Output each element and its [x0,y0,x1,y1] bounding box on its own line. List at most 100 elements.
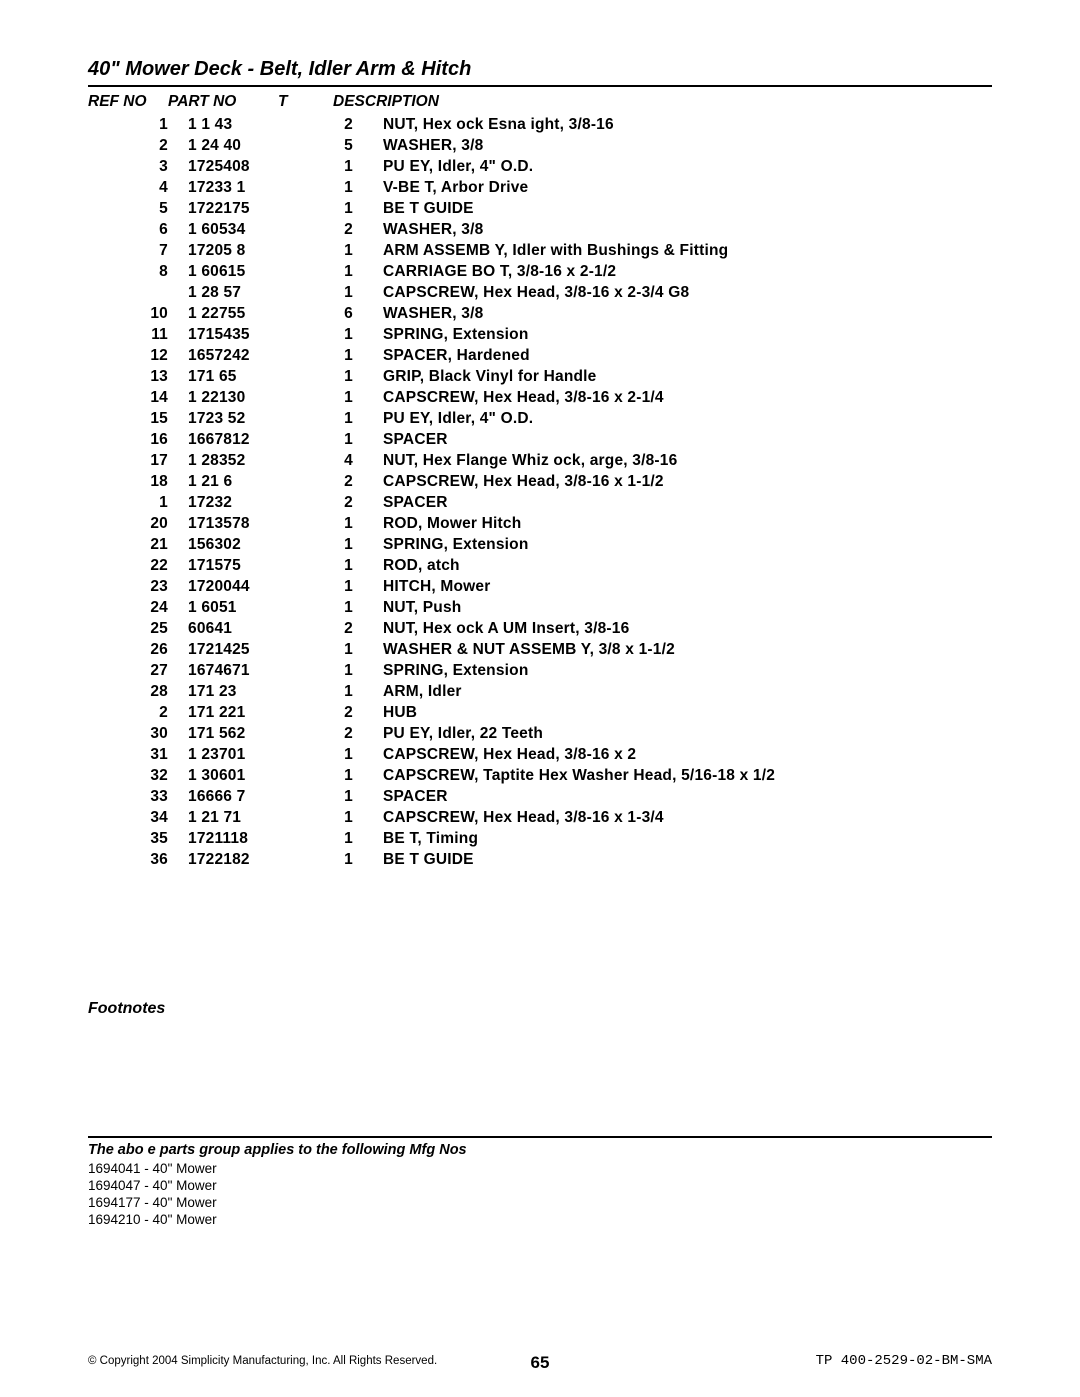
cell-desc: NUT, Hex ock A UM Insert, 3/8-16 [383,618,992,639]
cell-part: 171 562 [188,723,298,744]
cell-desc: CAPSCREW, Hex Head, 3/8-16 x 2-1/4 [383,387,992,408]
cell-part: 171575 [188,555,298,576]
cell-qty: 1 [298,555,383,576]
cell-desc: BE T, Timing [383,828,992,849]
table-row: 211563021SPRING, Extension [88,534,992,555]
cell-qty: 1 [298,849,383,870]
mfg-line: 1694047 - 40" Mower [88,1177,992,1194]
cell-desc: ROD, Mower Hitch [383,513,992,534]
cell-qty: 2 [298,471,383,492]
table-row: 81 606151CARRIAGE BO T, 3/8-16 x 2-1/2 [88,261,992,282]
cell-ref: 32 [88,765,188,786]
table-row: 311 237011CAPSCREW, Hex Head, 3/8-16 x 2 [88,744,992,765]
cell-desc: CARRIAGE BO T, 3/8-16 x 2-1/2 [383,261,992,282]
footnotes-heading: Footnotes [88,1000,992,1018]
cell-qty: 1 [298,576,383,597]
cell-qty: 1 [298,240,383,261]
table-body: 11 1 432NUT, Hex ock Esna ight, 3/8-1621… [88,114,992,870]
cell-part: 1 21 71 [188,807,298,828]
cell-qty: 2 [298,492,383,513]
cell-desc: BE T GUIDE [383,198,992,219]
cell-ref: 17 [88,450,188,471]
cell-part: 156302 [188,534,298,555]
cell-qty: 1 [298,387,383,408]
cell-ref: 27 [88,660,188,681]
cell-ref: 35 [88,828,188,849]
cell-ref: 21 [88,534,188,555]
cell-qty: 4 [298,450,383,471]
cell-desc: WASHER, 3/8 [383,135,992,156]
cell-part: 1667812 [188,429,298,450]
header-qty: T [278,91,333,112]
cell-desc: HUB [383,702,992,723]
cell-part: 1 22130 [188,387,298,408]
cell-ref: 24 [88,597,188,618]
table-row: 3617221821BE T GUIDE [88,849,992,870]
cell-qty: 1 [298,177,383,198]
cell-qty: 1 [298,828,383,849]
table-row: 517221751BE T GUIDE [88,198,992,219]
table-row: 11 1 432NUT, Hex ock Esna ight, 3/8-16 [88,114,992,135]
table-row: 717205 81ARM ASSEMB Y, Idler with Bushin… [88,240,992,261]
table-row: 341 21 711CAPSCREW, Hex Head, 3/8-16 x 1… [88,807,992,828]
cell-part: 1 60615 [188,261,298,282]
cell-qty: 1 [298,324,383,345]
cell-part: 171 23 [188,681,298,702]
cell-part: 1720044 [188,576,298,597]
cell-ref: 8 [88,261,188,282]
cell-desc: SPRING, Extension [383,324,992,345]
cell-qty: 2 [298,618,383,639]
table-row: 317254081PU EY, Idler, 4" O.D. [88,156,992,177]
cell-qty: 1 [298,765,383,786]
cell-qty: 1 [298,366,383,387]
cell-qty: 2 [298,723,383,744]
table-row: 1 28 571CAPSCREW, Hex Head, 3/8-16 x 2-3… [88,282,992,303]
title-rule [88,85,992,87]
section-title: 40" Mower Deck - Belt, Idler Arm & Hitch [88,58,992,83]
cell-ref: 2 [88,135,188,156]
copyright-text: © Copyright 2004 Simplicity Manufacturin… [88,1355,437,1367]
cell-part: 1722175 [188,198,298,219]
table-row: 151723 521PU EY, Idler, 4" O.D. [88,408,992,429]
cell-desc: SPRING, Extension [383,660,992,681]
cell-part: 1715435 [188,324,298,345]
table-row: 21 24 405WASHER, 3/8 [88,135,992,156]
cell-desc: NUT, Hex Flange Whiz ock, arge, 3/8-16 [383,450,992,471]
cell-desc: PU EY, Idler, 4" O.D. [383,156,992,177]
cell-ref: 31 [88,744,188,765]
applies-rule [88,1136,992,1138]
cell-ref: 7 [88,240,188,261]
cell-ref: 14 [88,387,188,408]
cell-desc: SPACER, Hardened [383,345,992,366]
cell-desc: V-BE T, Arbor Drive [383,177,992,198]
cell-part: 1723 52 [188,408,298,429]
cell-desc: HITCH, Mower [383,576,992,597]
cell-qty: 2 [298,702,383,723]
table-row: 221715751ROD, atch [88,555,992,576]
header-desc: DESCRIPTION [333,91,992,112]
cell-desc: ROD, atch [383,555,992,576]
cell-qty: 1 [298,660,383,681]
cell-ref: 20 [88,513,188,534]
cell-ref: 15 [88,408,188,429]
cell-desc: PU EY, Idler, 4" O.D. [383,408,992,429]
cell-part: 1721425 [188,639,298,660]
cell-ref: 26 [88,639,188,660]
cell-ref: 1 [88,114,188,135]
cell-desc: WASHER, 3/8 [383,219,992,240]
cell-part: 60641 [188,618,298,639]
cell-desc: GRIP, Black Vinyl for Handle [383,366,992,387]
header-ref: REF NO [88,91,168,112]
cell-ref: 11 [88,324,188,345]
cell-part: 1 24 40 [188,135,298,156]
cell-qty: 1 [298,345,383,366]
cell-qty: 2 [298,219,383,240]
cell-qty: 1 [298,261,383,282]
cell-ref [88,282,188,303]
cell-desc: BE T GUIDE [383,849,992,870]
cell-ref: 5 [88,198,188,219]
cell-desc: CAPSCREW, Hex Head, 3/8-16 x 2-3/4 G8 [383,282,992,303]
table-row: 1117154351SPRING, Extension [88,324,992,345]
table-row: 181 21 62CAPSCREW, Hex Head, 3/8-16 x 1-… [88,471,992,492]
cell-part: 17232 [188,492,298,513]
